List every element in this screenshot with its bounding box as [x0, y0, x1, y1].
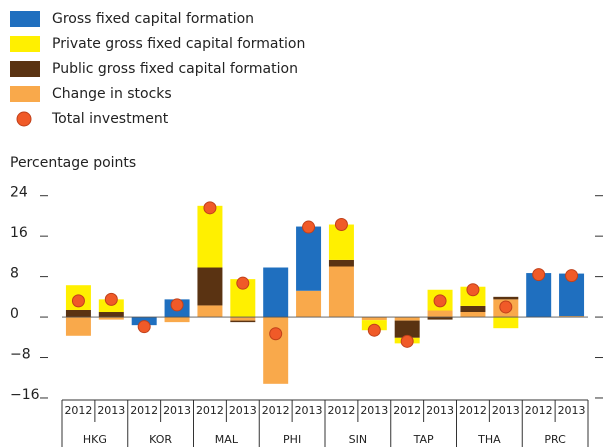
- bar-segment: [394, 320, 420, 338]
- bar-segment: [98, 312, 124, 318]
- legend-swatch: [10, 61, 40, 77]
- bar-segment: [230, 320, 256, 323]
- group-label: HKG: [83, 433, 107, 446]
- bar-segment: [197, 305, 223, 318]
- bar-segment: [65, 309, 91, 318]
- y-tick-label: 24: [10, 185, 28, 201]
- legend-marker: [16, 111, 32, 127]
- x-tick-label: 2013: [229, 404, 257, 417]
- legend-label: Public gross fixed capital formation: [52, 61, 298, 77]
- total-dot: [499, 300, 513, 314]
- total-dot: [367, 323, 381, 337]
- group-label: KOR: [149, 433, 172, 446]
- y-tick-label: −8: [10, 347, 31, 363]
- legend-swatch: [10, 11, 40, 27]
- total-dot: [236, 276, 250, 290]
- x-tick-label: 2012: [130, 404, 158, 417]
- total-dot: [466, 283, 480, 297]
- x-tick-label: 2013: [426, 404, 454, 417]
- bar-segment: [361, 317, 387, 321]
- total-dot: [104, 292, 118, 306]
- bar-segment: [394, 317, 420, 321]
- bar-segment: [460, 312, 486, 318]
- bar-segment: [197, 205, 223, 268]
- x-tick-label: 2012: [262, 404, 290, 417]
- total-dot: [400, 334, 414, 348]
- bar-segment: [197, 267, 223, 306]
- legend-label: Total investment: [51, 111, 169, 127]
- bar-segment: [230, 317, 256, 321]
- group-label: PHI: [283, 433, 301, 446]
- x-tick-label: 2012: [393, 404, 421, 417]
- x-tick-label: 2013: [97, 404, 125, 417]
- bar-segment: [559, 316, 585, 318]
- bar-segment: [493, 317, 519, 329]
- total-dot: [71, 294, 85, 308]
- bar-segment: [164, 317, 190, 323]
- x-tick-label: 2012: [525, 404, 553, 417]
- y-axis-label: Percentage points: [10, 155, 136, 171]
- x-tick-label: 2012: [327, 404, 355, 417]
- x-tick-label: 2012: [459, 404, 487, 417]
- group-label: TAP: [413, 433, 434, 446]
- x-tick-label: 2013: [163, 404, 191, 417]
- legend-label: Gross fixed capital formation: [52, 11, 254, 27]
- bar-segment: [263, 267, 289, 318]
- group-label: MAL: [215, 433, 239, 446]
- bar-segment: [296, 226, 322, 291]
- total-dot: [302, 220, 316, 234]
- bar-segment: [460, 305, 486, 313]
- bar-segment: [328, 259, 354, 267]
- y-tick-label: 0: [10, 306, 19, 322]
- legend-swatch: [10, 86, 40, 102]
- x-tick-label: 2013: [360, 404, 388, 417]
- y-tick-label: 8: [10, 266, 19, 282]
- bar-segment: [427, 317, 453, 320]
- y-tick-label: 16: [10, 225, 28, 241]
- legend-label: Private gross fixed capital formation: [52, 36, 305, 52]
- x-tick-label: 2012: [64, 404, 92, 417]
- total-dot: [269, 327, 283, 341]
- bar-segment: [263, 317, 289, 384]
- total-dot: [433, 294, 447, 308]
- total-dot: [137, 320, 151, 334]
- bar-segment: [328, 266, 354, 318]
- x-tick-label: 2013: [558, 404, 586, 417]
- bar-segment: [98, 317, 124, 320]
- group-label: PRC: [544, 433, 566, 446]
- legend-swatch: [10, 36, 40, 52]
- x-tick-label: 2013: [295, 404, 323, 417]
- x-tick-label: 2013: [492, 404, 520, 417]
- x-tick-label: 2012: [196, 404, 224, 417]
- bar-segment: [296, 290, 322, 318]
- group-label: SIN: [349, 433, 367, 446]
- total-dot: [532, 268, 546, 282]
- bar-segment: [493, 296, 519, 300]
- y-tick-label: −16: [10, 387, 40, 403]
- bar-segment: [427, 310, 453, 318]
- bar-segment: [65, 317, 91, 336]
- total-dot: [334, 218, 348, 232]
- legend-label: Change in stocks: [52, 86, 172, 102]
- total-dot: [203, 201, 217, 215]
- group-label: THA: [477, 433, 501, 446]
- total-dot: [170, 298, 184, 312]
- total-dot: [565, 269, 579, 283]
